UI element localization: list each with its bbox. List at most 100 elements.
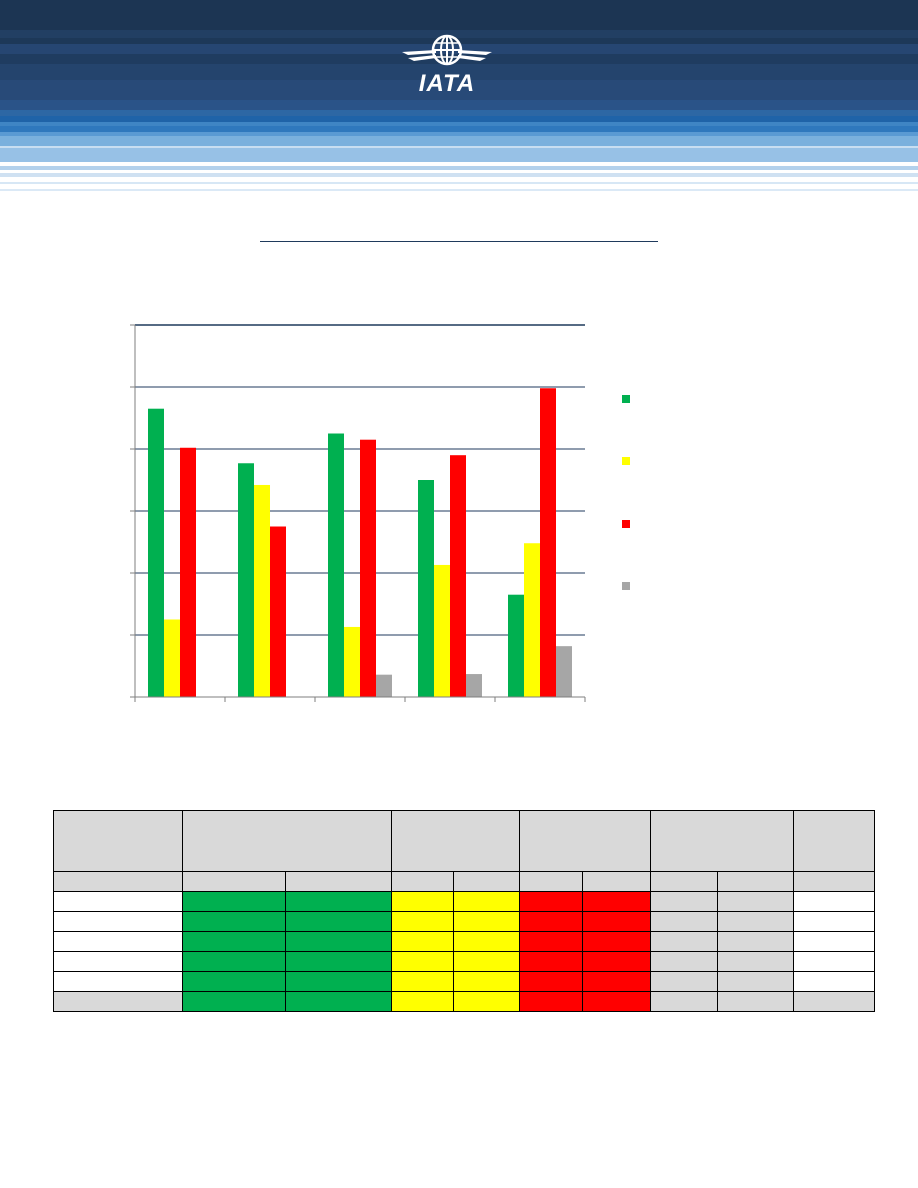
subheader-cell	[650, 871, 718, 892]
subheader-cell	[285, 871, 392, 892]
table-cell	[650, 971, 718, 992]
banner-band	[0, 126, 918, 132]
table-row	[53, 891, 875, 912]
table-cell	[391, 911, 454, 932]
banner-band	[0, 170, 918, 173]
table-cell	[793, 931, 875, 952]
table-cell	[717, 971, 794, 992]
table-cell	[182, 891, 286, 912]
table-row	[53, 931, 875, 952]
subheader-cell	[793, 871, 875, 892]
bar	[238, 463, 254, 697]
banner-band	[0, 0, 918, 30]
header-cell	[519, 810, 651, 872]
bar	[360, 439, 376, 697]
header-cell	[650, 810, 794, 872]
banner-band	[0, 146, 918, 148]
bar	[508, 594, 524, 697]
bar	[434, 564, 450, 697]
table-subheader-row	[53, 871, 875, 892]
table-cell	[717, 891, 794, 912]
table-cell	[582, 971, 651, 992]
table-cell	[285, 911, 392, 932]
table-cell	[582, 951, 651, 972]
legend-swatch-yellow	[622, 457, 630, 465]
table-cell	[453, 991, 520, 1012]
logo-text: IATA	[418, 70, 476, 97]
table-cell	[717, 951, 794, 972]
table-cell	[285, 971, 392, 992]
table-cell	[453, 951, 520, 972]
table-header-row	[53, 810, 875, 872]
header-cell	[793, 810, 875, 872]
table-cell	[650, 891, 718, 912]
table-cell	[182, 991, 286, 1012]
bar	[148, 408, 164, 697]
header-cell	[391, 810, 520, 872]
table-cell	[285, 951, 392, 972]
banner-band	[0, 162, 918, 166]
table-cell	[182, 951, 286, 972]
bar	[254, 484, 270, 697]
table-cell	[793, 911, 875, 932]
legend-swatch-grey	[622, 582, 630, 590]
banner-band	[0, 184, 918, 189]
header-cell	[53, 810, 183, 872]
table-row	[53, 911, 875, 932]
table-cell	[793, 991, 875, 1012]
table-cell	[182, 911, 286, 932]
table-cell	[519, 971, 583, 992]
banner-band	[0, 148, 918, 162]
bar	[180, 447, 196, 697]
table-cell	[793, 971, 875, 992]
banner-band	[0, 182, 918, 184]
table-cell	[519, 931, 583, 952]
table-cell	[717, 931, 794, 952]
table-cell	[391, 991, 454, 1012]
banner-band	[0, 189, 918, 191]
table-cell	[519, 911, 583, 932]
legend-item	[620, 520, 820, 530]
table-cell	[391, 931, 454, 952]
bar	[450, 455, 466, 697]
banner-band	[0, 177, 918, 182]
banner-band	[0, 100, 918, 110]
bar	[270, 526, 286, 697]
table-cell	[519, 951, 583, 972]
bar	[418, 480, 434, 697]
table-cell	[285, 891, 392, 912]
table-cell	[582, 911, 651, 932]
iata-logo: IATA	[398, 34, 496, 96]
banner-band	[0, 64, 918, 80]
table-cell	[391, 971, 454, 992]
table-cell	[650, 991, 718, 1012]
table-cell	[53, 951, 183, 972]
subheader-cell	[519, 871, 583, 892]
table-cell	[650, 931, 718, 952]
bar-chart	[130, 324, 586, 702]
subheader-cell	[717, 871, 794, 892]
banner-band	[0, 80, 918, 100]
bar	[466, 674, 482, 697]
table-cell	[717, 991, 794, 1012]
table-cell	[453, 891, 520, 912]
banner-band	[0, 166, 918, 170]
legend-item	[620, 582, 820, 592]
bar	[344, 626, 360, 697]
table-cell	[53, 911, 183, 932]
legend-swatch-red	[622, 520, 630, 528]
bar	[376, 674, 392, 697]
table-cell	[53, 931, 183, 952]
banner-band	[0, 132, 918, 136]
bar	[556, 646, 572, 697]
table-cell	[53, 991, 183, 1012]
subheader-cell	[182, 871, 286, 892]
table-cell	[793, 891, 875, 912]
table-total-row	[53, 991, 875, 1012]
banner-band	[0, 173, 918, 177]
banner-band	[0, 136, 918, 146]
subheader-cell	[53, 871, 183, 892]
subheader-cell	[453, 871, 520, 892]
table-cell	[285, 991, 392, 1012]
table-cell	[391, 951, 454, 972]
